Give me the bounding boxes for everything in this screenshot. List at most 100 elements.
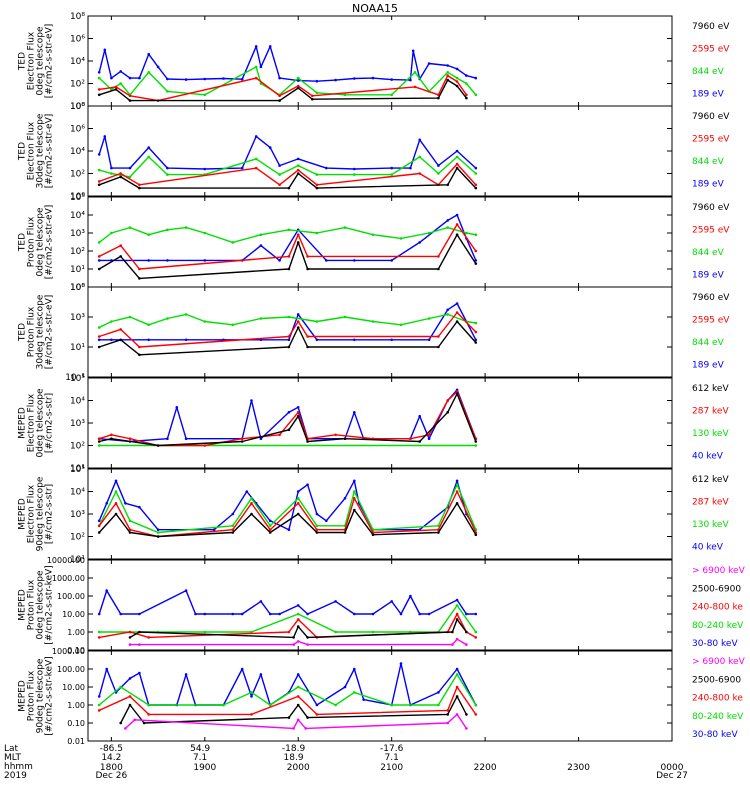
legend-entry: 844 eV (692, 157, 725, 167)
y-tick-label: 10⁸ (70, 102, 85, 112)
series-green-point (231, 524, 235, 528)
series-blue-line (99, 302, 477, 341)
series-red-point (455, 223, 459, 226)
y-tick-label: 10² (70, 533, 85, 543)
series-blue-point (128, 166, 132, 170)
series-magenta-point (128, 643, 132, 646)
x-tick-label: 1900 (193, 763, 216, 773)
series-blue-line (98, 662, 477, 706)
y-axis-label-line: [#/cm2-s-str-keV] (45, 565, 55, 644)
series-red-line (99, 613, 477, 639)
series-black-point (156, 535, 160, 538)
series-black-point (114, 88, 118, 91)
series-blue-point (110, 166, 113, 170)
series-blue-point (474, 612, 478, 616)
series-blue-point (343, 685, 347, 689)
series-blue-point (103, 135, 107, 138)
series-black-point (138, 277, 141, 280)
series-red-point (455, 311, 459, 314)
series-black-point (306, 440, 309, 443)
panel-7: 0.101.0010.00100.001000.0010000.00MEPEDP… (18, 556, 746, 655)
series-blue-point (240, 612, 244, 616)
series-black-point (114, 512, 118, 516)
series-blue-point (119, 612, 122, 616)
legend-entry: 2595 eV (692, 226, 730, 236)
series-black-point (465, 630, 468, 634)
chart-title: NOAA15 (352, 2, 398, 15)
series-red-point (138, 267, 141, 271)
series-blue-point (166, 166, 169, 170)
series-group (97, 302, 478, 357)
series-blue-point (138, 612, 141, 616)
footer-lat-value: -86.5 (100, 744, 123, 754)
series-blue-point (231, 612, 235, 616)
series-red-point (465, 93, 468, 97)
series-black-point (142, 721, 146, 725)
series-red-point (254, 76, 258, 80)
footer-mlt-value: 7.1 (193, 753, 207, 763)
series-black-point (287, 428, 291, 432)
series-blue-point (455, 302, 459, 305)
series-black-point (296, 414, 300, 418)
series-green-point (166, 228, 169, 232)
series-green-point (250, 630, 253, 634)
series-green-point (184, 226, 188, 229)
series-blue-point (296, 406, 300, 409)
series-blue-point (465, 612, 468, 616)
y-tick-label: 100.00 (57, 665, 85, 674)
series-red-point (254, 166, 258, 170)
series-black-point (231, 531, 235, 534)
series-red-point (114, 502, 118, 505)
series-black-line (99, 393, 477, 447)
series-black-point (296, 172, 300, 175)
y-axis-label-line: MEPED (18, 498, 28, 530)
legend-entry: 40 keV (692, 452, 724, 462)
series-red-point (455, 162, 459, 166)
footer-row-label: Lat (4, 744, 19, 754)
series-red-point (128, 695, 132, 698)
series-blue-point (124, 502, 127, 505)
series-blue-point (194, 612, 197, 616)
series-green-point (353, 691, 356, 694)
series-magenta-point (296, 718, 300, 722)
series-magenta-point (292, 727, 295, 730)
y-axis-label-line: [#/cm2-s-str] (45, 484, 55, 544)
series-blue-point (427, 437, 431, 441)
legend-entry: 844 eV (692, 338, 725, 348)
series-black-point (343, 531, 347, 534)
series-blue-point (203, 77, 207, 81)
y-axis-label-line: MEPED (18, 589, 28, 621)
series-blue-point (296, 79, 300, 82)
panel-frame (87, 286, 673, 378)
series-magenta-point (451, 643, 454, 646)
series-blue-point (278, 164, 281, 167)
series-blue-point (474, 166, 478, 170)
legend-entry: 2595 eV (692, 45, 730, 55)
y-axis-label-line: 90deg telescope (36, 658, 46, 733)
y-tick-label: 10.00 (62, 610, 85, 619)
series-blue-point (105, 589, 108, 592)
series-green-line (99, 604, 477, 633)
legend-entry: 2595 eV (692, 135, 730, 145)
series-green-point (128, 315, 132, 319)
series-red-point (97, 180, 101, 183)
series-blue-point (455, 598, 459, 602)
series-black-point (306, 267, 309, 271)
panel-5: 10¹ 10² 10³ 10⁴ 10⁵ MEPEDElectron Flux0deg te… (18, 374, 730, 474)
series-green-line (98, 66, 477, 96)
series-black-point (455, 166, 459, 170)
series-blue-point (353, 77, 356, 80)
series-green-point (446, 71, 450, 74)
legend-entry: > 6900 keV (692, 657, 746, 667)
series-red-point (296, 233, 300, 236)
series-black-point (296, 86, 300, 90)
series-blue-point (250, 399, 253, 402)
series-blue-point (254, 45, 258, 48)
series-green-point (114, 490, 118, 493)
series-green-point (278, 173, 281, 176)
series-blue-point (455, 479, 459, 483)
series-red-point (119, 172, 122, 175)
y-axis-label-line: 0deg telescope (36, 26, 46, 96)
series-green-point (455, 76, 459, 80)
